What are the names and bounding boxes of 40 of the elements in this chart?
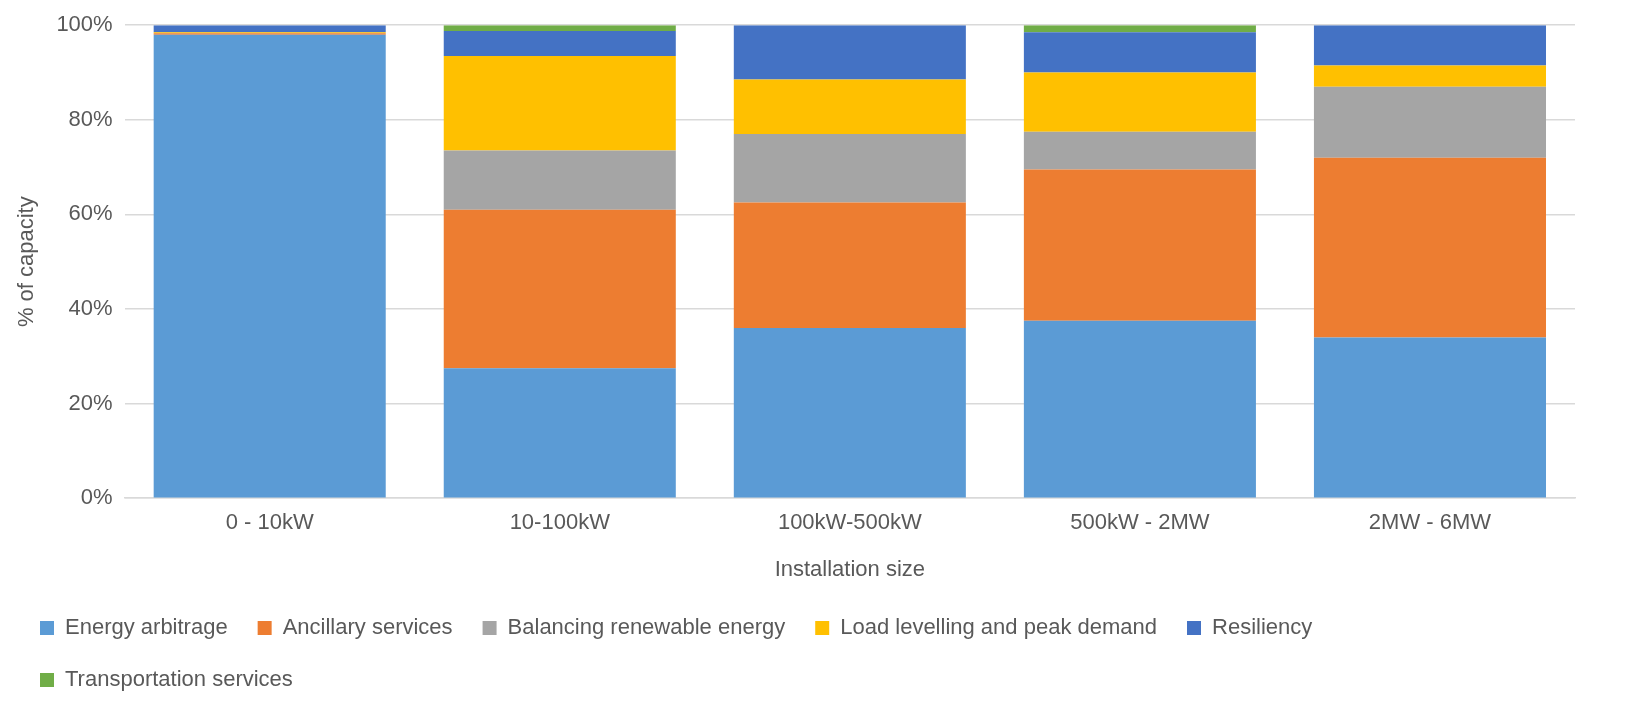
y-tick-label: 60% (68, 200, 113, 226)
legend-label: Balancing renewable energy (507, 614, 786, 640)
y-tick-label: 80% (68, 105, 113, 131)
bar (1313, 65, 1546, 87)
bar (1313, 157, 1546, 338)
x-tick-label: 500kW - 2MW (1070, 509, 1210, 535)
legend-label: Ancillary services (282, 614, 453, 640)
y-tick-label: 100% (56, 11, 113, 37)
bar (1313, 337, 1546, 498)
legend-label: Resiliency (1212, 614, 1313, 640)
bar (1023, 32, 1256, 73)
legend-label: Energy arbitrage (65, 614, 228, 640)
bar (1023, 131, 1256, 170)
bar (443, 150, 676, 210)
y-axis-title: % of capacity (13, 196, 39, 328)
x-tick-label: 100kW-500kW (777, 509, 922, 535)
bar (733, 202, 966, 328)
bar (153, 34, 386, 498)
x-tick-label: 0 - 10kW (225, 509, 314, 535)
bar (1023, 169, 1256, 321)
legend-label: Transportation services (65, 666, 293, 692)
bar (733, 327, 966, 498)
y-tick-label: 0% (80, 484, 113, 510)
legend-label: Load levelling and peak demand (840, 614, 1158, 640)
bar (733, 25, 966, 80)
x-axis-title: Installation size (774, 555, 926, 581)
x-tick-label: 2MW - 6MW (1368, 509, 1492, 535)
bar (443, 30, 676, 56)
bar (733, 133, 966, 203)
bar (443, 55, 676, 151)
bar (1313, 86, 1546, 158)
bar (443, 368, 676, 498)
bar (443, 209, 676, 369)
y-tick-label: 20% (68, 389, 113, 415)
y-tick-label: 40% (68, 295, 113, 321)
x-tick-label: 10-100kW (509, 509, 611, 535)
bar (1313, 25, 1546, 66)
bar (733, 79, 966, 134)
bar (1023, 72, 1256, 132)
bar (1023, 320, 1256, 498)
